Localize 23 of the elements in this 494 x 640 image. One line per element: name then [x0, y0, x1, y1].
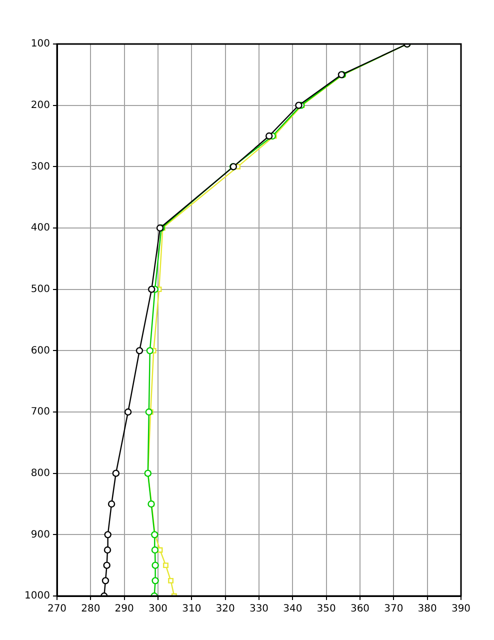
- y-tick-label: 300: [30, 161, 50, 172]
- x-tick-label: 320: [216, 604, 235, 615]
- y-tick-label: 800: [30, 468, 50, 479]
- x-tick-label: 350: [316, 604, 336, 615]
- x-tick-label: 340: [283, 604, 302, 615]
- x-tick-label: 310: [182, 604, 202, 615]
- x-tick-label: 360: [350, 604, 370, 615]
- x-tick-label: 270: [47, 604, 67, 615]
- x-tick-label: 370: [384, 604, 404, 615]
- x-tick-label: 300: [148, 604, 168, 615]
- y-tick-label: 200: [30, 100, 50, 111]
- y-tick-label: 700: [30, 406, 50, 418]
- y-tick-label: 100: [30, 38, 50, 50]
- x-tick-label: 380: [418, 604, 437, 615]
- y-tick-label: 600: [30, 345, 50, 356]
- x-tick-label: 330: [249, 604, 269, 615]
- y-tick-label: 1000: [24, 590, 50, 602]
- y-tick-label: 900: [30, 529, 50, 540]
- x-tick-label: 280: [81, 604, 100, 615]
- x-tick-label: 290: [114, 604, 134, 615]
- x-tick-label: 390: [451, 604, 471, 615]
- y-tick-label: 500: [30, 284, 50, 295]
- y-tick-label: 400: [30, 222, 50, 234]
